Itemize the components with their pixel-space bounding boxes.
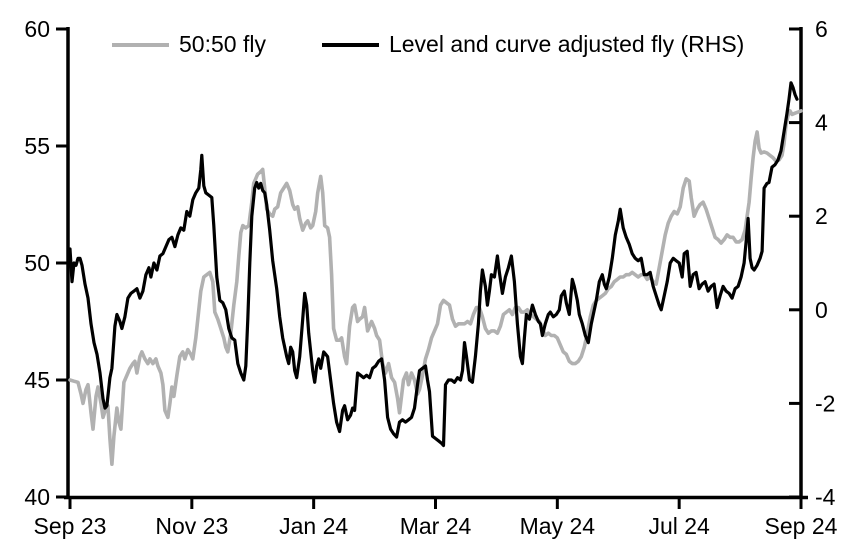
series-line-black (68, 81, 799, 448)
gray-line-swatch (112, 42, 169, 47)
left-axis-tick-label: 55 (24, 133, 50, 159)
left-axis-tick-label: 45 (24, 367, 50, 393)
x-axis-tick-label: Nov 23 (155, 513, 228, 539)
right-axis-tick-label: 2 (815, 203, 828, 229)
right-axis-tick-label: 6 (815, 16, 828, 42)
x-axis-tick-label: Jul 24 (648, 513, 710, 539)
chart-legend: 50:50 fly Level and curve adjusted fly (… (112, 33, 744, 56)
right-axis-tick-label: -2 (815, 390, 835, 416)
right-axis-tick-label: 0 (815, 297, 828, 323)
black-line-swatch (321, 42, 379, 47)
left-axis-tick-label: 60 (24, 16, 50, 42)
right-axis-tick-label: -4 (815, 484, 836, 510)
x-axis-tick-label: Jan 24 (279, 513, 348, 539)
x-axis-tick-label: Sep 24 (765, 513, 838, 539)
series-line-gray (68, 109, 803, 467)
x-axis-tick-label: May 24 (520, 513, 596, 539)
right-axis-tick-label: 4 (815, 110, 828, 136)
legend-label-5050-fly: 50:50 fly (179, 31, 266, 57)
legend-item-5050-fly: 50:50 fly (112, 33, 266, 56)
legend-item-adjusted-fly: Level and curve adjusted fly (RHS) (321, 31, 745, 57)
x-axis-tick-label: Sep 23 (34, 513, 107, 539)
legend-label-adjusted-fly: Level and curve adjusted fly (RHS) (388, 31, 745, 57)
left-axis-tick-label: 50 (24, 250, 50, 276)
left-axis-tick-label: 40 (24, 484, 50, 510)
x-axis-tick-label: Mar 24 (400, 513, 472, 539)
